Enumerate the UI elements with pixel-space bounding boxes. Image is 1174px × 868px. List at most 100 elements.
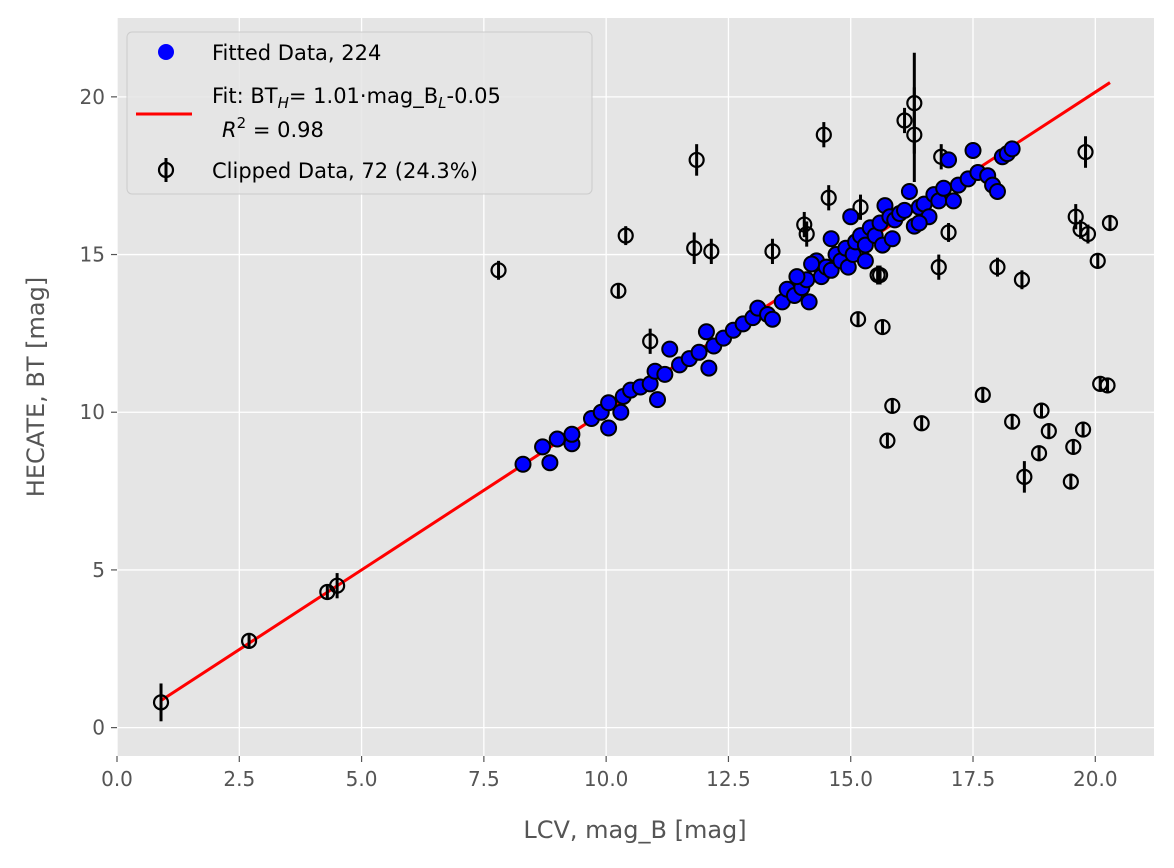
legend-r2-r: R xyxy=(222,118,237,142)
y-tick-label: 5 xyxy=(92,558,105,582)
clipped-point xyxy=(1030,445,1048,462)
clipped-point xyxy=(884,397,901,415)
clipped-point xyxy=(989,257,1006,277)
clipped-point xyxy=(974,386,991,403)
fitted-point xyxy=(1003,140,1021,158)
legend-fit-mid: = 1.01·mag_B xyxy=(289,84,438,109)
clipped-point xyxy=(1065,438,1082,456)
fitted-point xyxy=(803,255,821,273)
fitted-point xyxy=(690,343,708,361)
fitted-point xyxy=(763,310,781,328)
y-tick-label: 20 xyxy=(80,85,105,109)
clipped-marker xyxy=(703,243,720,260)
clipped-marker xyxy=(1077,143,1094,161)
clipped-point xyxy=(1013,270,1031,290)
x-tick-label: 20.0 xyxy=(1073,767,1118,791)
fitted-point xyxy=(935,179,953,197)
clipped-marker xyxy=(1030,445,1048,462)
clipped-point xyxy=(820,185,837,211)
clipped-point xyxy=(1089,252,1106,269)
clipped-point xyxy=(1079,224,1097,244)
x-tick-label: 12.5 xyxy=(706,767,751,791)
clipped-point xyxy=(1016,461,1033,493)
clipped-point xyxy=(688,144,705,176)
fitted-point xyxy=(896,201,914,219)
clipped-marker xyxy=(884,397,901,415)
clipped-point xyxy=(1062,473,1079,490)
fitted-point xyxy=(600,419,618,437)
fitted-point xyxy=(842,208,860,226)
clipped-marker xyxy=(974,386,991,403)
fitted-point xyxy=(940,151,958,169)
fitted-point xyxy=(700,359,718,377)
clipped-marker xyxy=(874,318,891,336)
fitted-point xyxy=(856,252,874,270)
clipped-marker xyxy=(940,224,957,241)
clipped-marker xyxy=(820,189,837,206)
clipped-marker xyxy=(1013,271,1031,288)
fitted-point xyxy=(514,455,532,473)
fitted-point xyxy=(656,365,674,383)
clipped-point xyxy=(703,238,720,264)
clipped-marker xyxy=(1062,473,1079,490)
legend-fit-label: Fit: BTH= 1.01·mag_BL-0.05 xyxy=(212,84,501,112)
fitted-point xyxy=(988,182,1006,200)
clipped-marker xyxy=(329,577,346,594)
legend-clipped-marker xyxy=(157,161,175,179)
clipped-marker xyxy=(1079,225,1097,243)
clipped-point xyxy=(1101,214,1119,232)
fitted-point xyxy=(649,391,667,409)
fitted-point xyxy=(534,438,552,456)
x-tick-label: 0.0 xyxy=(101,767,133,791)
clipped-marker xyxy=(871,266,889,284)
clipped-marker xyxy=(798,225,815,243)
clipped-marker xyxy=(906,126,923,143)
legend: Fitted Data, 224 Fit: BTH= 1.01·mag_BL-0… xyxy=(126,31,593,195)
x-tick-label: 2.5 xyxy=(223,767,255,791)
clipped-marker xyxy=(1101,214,1119,232)
legend-r2-value: = 0.98 xyxy=(246,118,324,142)
clipped-marker xyxy=(796,216,813,233)
fitted-point xyxy=(964,141,982,159)
clipped-marker xyxy=(896,112,913,129)
clipped-marker xyxy=(490,262,507,279)
clipped-point xyxy=(815,122,832,148)
fitted-point xyxy=(788,268,806,286)
legend-fit-sub-h: H xyxy=(278,94,289,112)
fitted-point xyxy=(883,230,901,248)
fitted-point xyxy=(541,454,559,472)
clipped-point xyxy=(1074,421,1092,438)
legend-r2-label: R2 = 0.98 xyxy=(222,114,324,142)
clipped-marker xyxy=(1065,438,1082,456)
clipped-point xyxy=(1040,423,1057,440)
legend-fitted-marker xyxy=(158,44,174,60)
clipped-point xyxy=(1077,136,1094,168)
clipped-marker xyxy=(617,227,634,244)
fitted-point xyxy=(800,293,818,311)
x-tick-label: 17.5 xyxy=(951,767,996,791)
clipped-marker xyxy=(1004,413,1021,430)
clipped-marker xyxy=(1089,252,1106,269)
clipped-point xyxy=(849,311,867,328)
fitted-point xyxy=(910,214,928,232)
x-tick-label: 10.0 xyxy=(584,767,629,791)
y-tick-label: 0 xyxy=(92,716,105,740)
clipped-point xyxy=(490,260,507,280)
clipped-point xyxy=(617,226,634,246)
legend-fit-sub-l: L xyxy=(438,94,446,112)
clipped-point xyxy=(852,194,869,220)
clipped-point xyxy=(610,282,627,299)
clipped-point xyxy=(764,238,781,264)
x-tick-label: 15.0 xyxy=(828,767,873,791)
legend-fitted-label: Fitted Data, 224 xyxy=(212,41,381,65)
clipped-point xyxy=(1099,377,1116,394)
clipped-point xyxy=(798,221,815,247)
clipped-marker xyxy=(152,694,170,711)
clipped-marker xyxy=(849,311,867,328)
y-tick-label: 15 xyxy=(80,243,105,267)
clipped-point xyxy=(871,265,889,285)
fitted-data-layer xyxy=(514,140,1021,473)
fitted-point xyxy=(661,340,679,358)
